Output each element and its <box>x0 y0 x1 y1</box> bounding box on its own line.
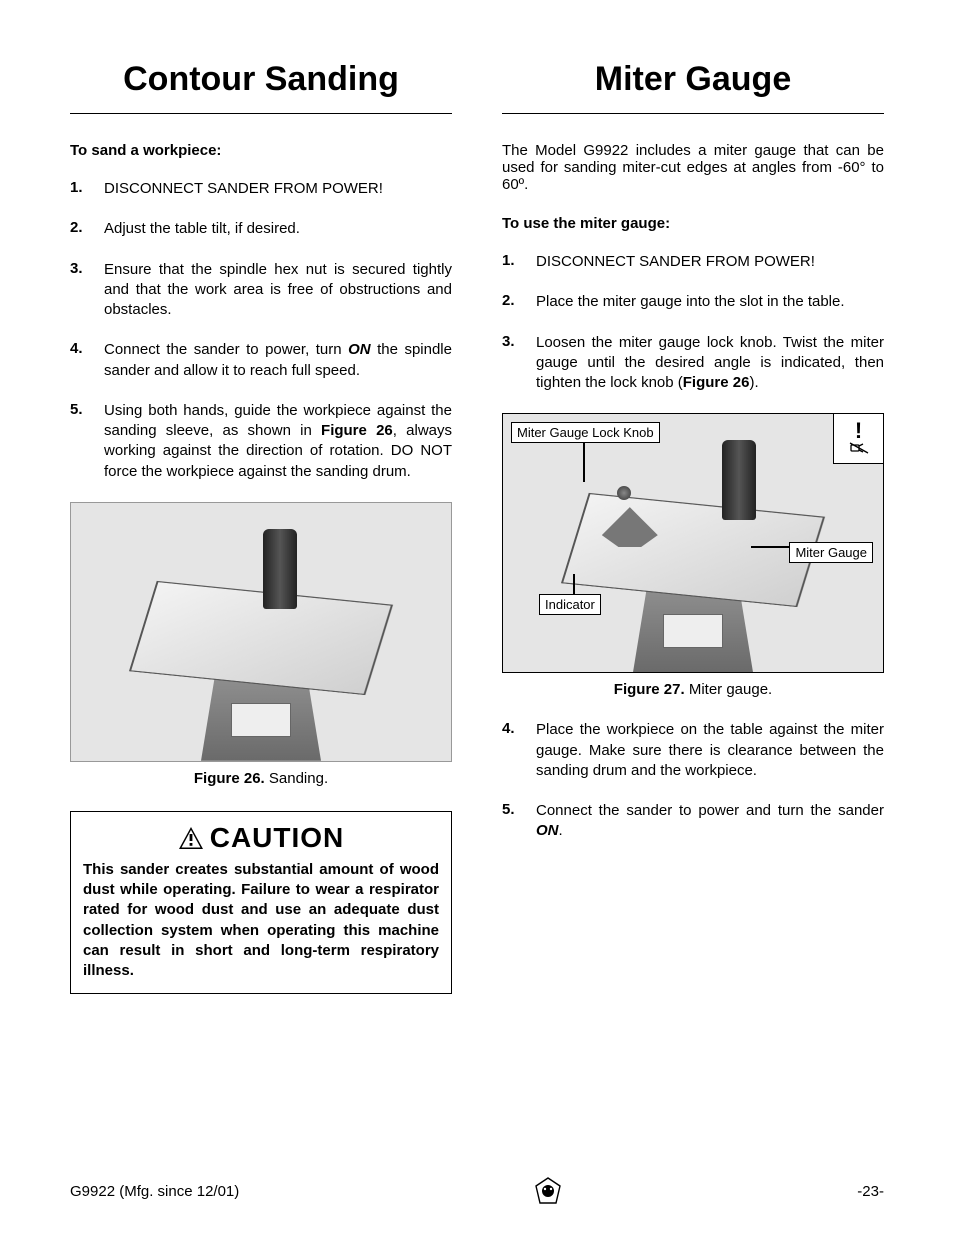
figure-26-image <box>70 502 452 762</box>
step-text-pre: Connect the sander to power and turn the… <box>536 802 884 819</box>
step-text: Loosen the miter gauge lock knob. Twist … <box>536 333 884 394</box>
figure-26-caption: Figure 26. Sanding. <box>70 770 452 787</box>
callout-lock-knob: Miter Gauge Lock Knob <box>511 422 660 443</box>
bear-logo-icon <box>534 1177 562 1205</box>
step-on-word: ON <box>536 822 559 839</box>
figure-27-caption: Figure 27. Miter gauge. <box>502 681 884 698</box>
step-number: 4. <box>502 720 536 781</box>
step-number: 1. <box>70 179 104 199</box>
step-number: 5. <box>502 801 536 842</box>
right-steps-upper: 1. DISCONNECT SANDER FROM POWER! 2. Plac… <box>502 252 884 393</box>
step-text: DISCONNECT SANDER FROM POWER! <box>104 179 452 199</box>
list-item: 4. Connect the sander to power, turn ON … <box>70 340 452 381</box>
figure-caption-text: Sanding. <box>265 770 328 787</box>
step-text: Using both hands, guide the workpiece ag… <box>104 401 452 482</box>
plug-icon <box>849 440 869 456</box>
list-item: 1. DISCONNECT SANDER FROM POWER! <box>502 252 884 272</box>
footer-page-number: -23- <box>857 1183 884 1200</box>
step-number: 3. <box>70 260 104 321</box>
two-column-layout: Contour Sanding To sand a workpiece: 1. … <box>70 60 884 994</box>
list-item: 5. Connect the sander to power and turn … <box>502 801 884 842</box>
callout-arrow <box>751 546 791 548</box>
caution-header: CAUTION <box>83 822 439 854</box>
step-number: 4. <box>70 340 104 381</box>
list-item: 1. DISCONNECT SANDER FROM POWER! <box>70 179 452 199</box>
caution-box: CAUTION This sander creates substantial … <box>70 811 452 995</box>
step-number: 3. <box>502 333 536 394</box>
figure-label: Figure 27. <box>614 681 685 698</box>
step-text-post: . <box>559 822 563 839</box>
sander-label-plate <box>231 703 291 737</box>
step-on-word: ON <box>348 341 371 358</box>
step-text: Place the workpiece on the table against… <box>536 720 884 781</box>
list-item: 2. Adjust the table tilt, if desired. <box>70 219 452 239</box>
callout-arrow <box>573 574 575 596</box>
step-number: 2. <box>70 219 104 239</box>
list-item: 3. Loosen the miter gauge lock knob. Twi… <box>502 333 884 394</box>
step-text: DISCONNECT SANDER FROM POWER! <box>536 252 884 272</box>
left-title: Contour Sanding <box>70 60 452 114</box>
figure-26: Figure 26. Sanding. <box>70 502 452 787</box>
left-lead: To sand a workpiece: <box>70 142 452 159</box>
left-column: Contour Sanding To sand a workpiece: 1. … <box>70 60 452 994</box>
step-number: 5. <box>70 401 104 482</box>
figure-27-image: Miter Gauge Lock Knob Miter Gauge Indica… <box>502 413 884 673</box>
left-steps: 1. DISCONNECT SANDER FROM POWER! 2. Adju… <box>70 179 452 482</box>
footer-model-info: G9922 (Mfg. since 12/01) <box>70 1183 239 1200</box>
list-item: 2. Place the miter gauge into the slot i… <box>502 292 884 312</box>
step-text-post: ). <box>749 374 758 391</box>
figure-caption-text: Miter gauge. <box>685 681 773 698</box>
step-text: Connect the sander to power, turn ON the… <box>104 340 452 381</box>
right-lead: To use the miter gauge: <box>502 215 884 232</box>
sander-table-top <box>129 581 393 695</box>
caution-title: CAUTION <box>210 822 345 854</box>
caution-text: This sander creates substantial amount o… <box>83 860 439 982</box>
callout-miter-gauge: Miter Gauge <box>789 542 873 563</box>
right-title: Miter Gauge <box>502 60 884 114</box>
right-column: Miter Gauge The Model G9922 includes a m… <box>502 60 884 994</box>
warning-triangle-icon <box>178 826 204 850</box>
list-item: 3. Ensure that the spindle hex nut is se… <box>70 260 452 321</box>
sanding-spindle <box>263 529 297 609</box>
step-text-pre: Connect the sander to power, turn <box>104 341 348 358</box>
sander-table-top <box>561 493 825 607</box>
step-number: 1. <box>502 252 536 272</box>
callout-arrow <box>583 442 585 482</box>
callout-indicator: Indicator <box>539 594 601 615</box>
figure-label: Figure 26. <box>194 770 265 787</box>
step-text: Place the miter gauge into the slot in t… <box>536 292 884 312</box>
list-item: 5. Using both hands, guide the workpiece… <box>70 401 452 482</box>
figure-reference: Figure 26 <box>321 422 393 439</box>
step-text: Ensure that the spindle hex nut is secur… <box>104 260 452 321</box>
step-text: Adjust the table tilt, if desired. <box>104 219 452 239</box>
unplug-warning-icon: ! <box>833 414 883 464</box>
right-intro: The Model G9922 includes a miter gauge t… <box>502 142 884 193</box>
exclamation-icon: ! <box>855 422 862 440</box>
right-steps-lower: 4. Place the workpiece on the table agai… <box>502 720 884 841</box>
sander-label-plate <box>663 614 723 648</box>
step-text: Connect the sander to power and turn the… <box>536 801 884 842</box>
sanding-spindle <box>722 440 756 520</box>
list-item: 4. Place the workpiece on the table agai… <box>502 720 884 781</box>
page-footer: G9922 (Mfg. since 12/01) -23- <box>70 1177 884 1205</box>
step-number: 2. <box>502 292 536 312</box>
figure-reference: Figure 26 <box>683 374 750 391</box>
figure-27: Miter Gauge Lock Knob Miter Gauge Indica… <box>502 413 884 698</box>
